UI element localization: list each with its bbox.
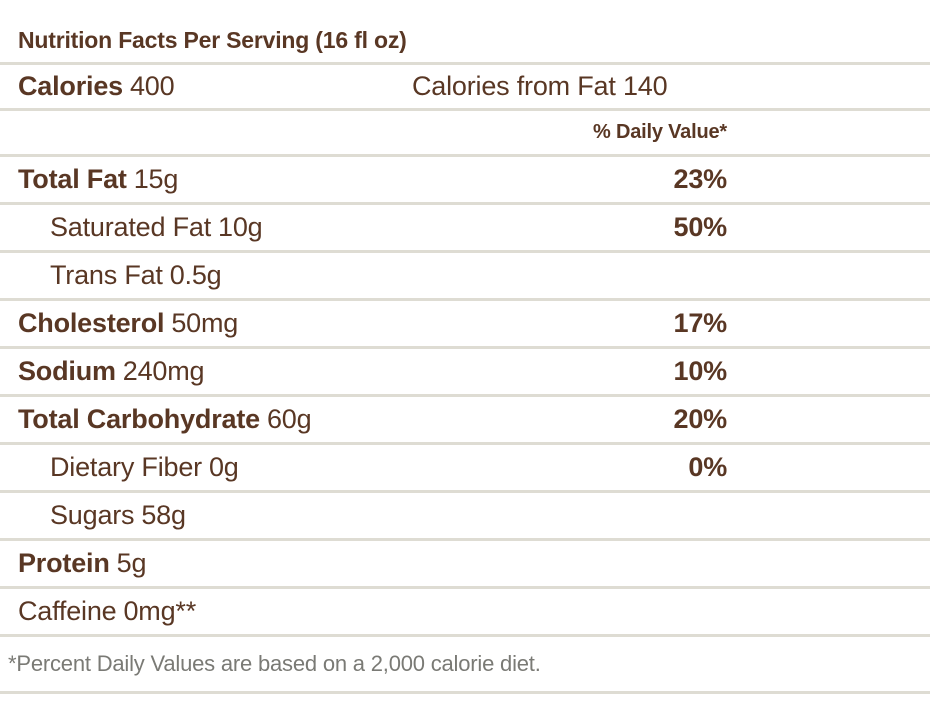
- row-cholesterol: Cholesterol 50mg 17%: [0, 301, 930, 349]
- daily-value-header-row: % Daily Value*: [0, 111, 930, 157]
- calories-from-fat: Calories from Fat 140: [412, 71, 668, 101]
- nutrient-name: Total Carbohydrate: [18, 404, 260, 434]
- nutrient-amount: 5g: [116, 548, 147, 578]
- nutrient-name: Total Fat: [18, 164, 127, 194]
- nutrient-amount: 0.5g: [169, 260, 222, 290]
- nutrient-name: Sugars: [50, 500, 135, 530]
- daily-value: 10%: [673, 356, 728, 386]
- table-title: Nutrition Facts Per Serving (16 fl oz): [18, 27, 407, 53]
- nutrient-name: Caffeine: [18, 596, 117, 626]
- nutrient-name: Saturated Fat: [50, 212, 211, 242]
- row-trans-fat: Trans Fat 0.5g: [0, 253, 930, 301]
- row-dietary-fiber: Dietary Fiber 0g 0%: [0, 445, 930, 493]
- nutrient-name: Sodium: [18, 356, 116, 386]
- daily-value: 50%: [673, 212, 728, 242]
- nutrient-name: Trans Fat: [50, 260, 163, 290]
- daily-value: 20%: [673, 404, 728, 434]
- nutrient-amount: 0mg**: [123, 596, 197, 626]
- daily-value-footnote: *Percent Daily Values are based on a 2,0…: [8, 651, 541, 676]
- nutrient-amount: 0g: [208, 452, 239, 482]
- nutrient-label-group: Saturated Fat 10g: [50, 212, 263, 243]
- calories-label-group: Calories 400: [18, 71, 175, 102]
- row-total-fat: Total Fat 15g 23%: [0, 157, 930, 205]
- nutrient-amount: 50mg: [171, 308, 239, 338]
- row-protein: Protein 5g: [0, 541, 930, 589]
- row-sodium: Sodium 240mg 10%: [0, 349, 930, 397]
- nutrient-label-group: Sodium 240mg: [18, 356, 205, 387]
- nutrient-amount: 240mg: [122, 356, 205, 386]
- nutrient-label-group: Sugars 58g: [50, 500, 186, 531]
- nutrient-name: Protein: [18, 548, 110, 578]
- nutrient-amount: 60g: [266, 404, 312, 434]
- calories-value: 400: [129, 71, 175, 101]
- table-header-row: Nutrition Facts Per Serving (16 fl oz): [0, 0, 930, 65]
- nutrient-label-group: Caffeine 0mg**: [18, 596, 196, 627]
- daily-value: 0%: [688, 452, 727, 482]
- nutrient-label-group: Total Fat 15g: [18, 164, 178, 195]
- nutrient-label-group: Dietary Fiber 0g: [50, 452, 239, 483]
- nutrient-name: Cholesterol: [18, 308, 165, 338]
- row-total-carbohydrate: Total Carbohydrate 60g 20%: [0, 397, 930, 445]
- nutrient-name: Dietary Fiber: [50, 452, 202, 482]
- daily-value: 23%: [673, 164, 728, 194]
- daily-value: 17%: [673, 308, 728, 338]
- row-saturated-fat: Saturated Fat 10g 50%: [0, 205, 930, 253]
- nutrient-amount: 15g: [133, 164, 179, 194]
- nutrient-amount: 58g: [141, 500, 186, 530]
- row-sugars: Sugars 58g: [0, 493, 930, 541]
- nutrient-label-group: Total Carbohydrate 60g: [18, 404, 312, 435]
- nutrient-label-group: Protein 5g: [18, 548, 146, 579]
- daily-value-header: % Daily Value*: [593, 121, 727, 143]
- footnote-row: *Percent Daily Values are based on a 2,0…: [0, 637, 930, 694]
- nutrient-amount: 10g: [218, 212, 263, 242]
- nutrient-label-group: Trans Fat 0.5g: [50, 260, 222, 291]
- nutrient-label-group: Cholesterol 50mg: [18, 308, 238, 339]
- calories-label: Calories: [18, 71, 123, 101]
- calories-row: Calories 400 Calories from Fat 140: [0, 65, 930, 111]
- row-caffeine: Caffeine 0mg**: [0, 589, 930, 637]
